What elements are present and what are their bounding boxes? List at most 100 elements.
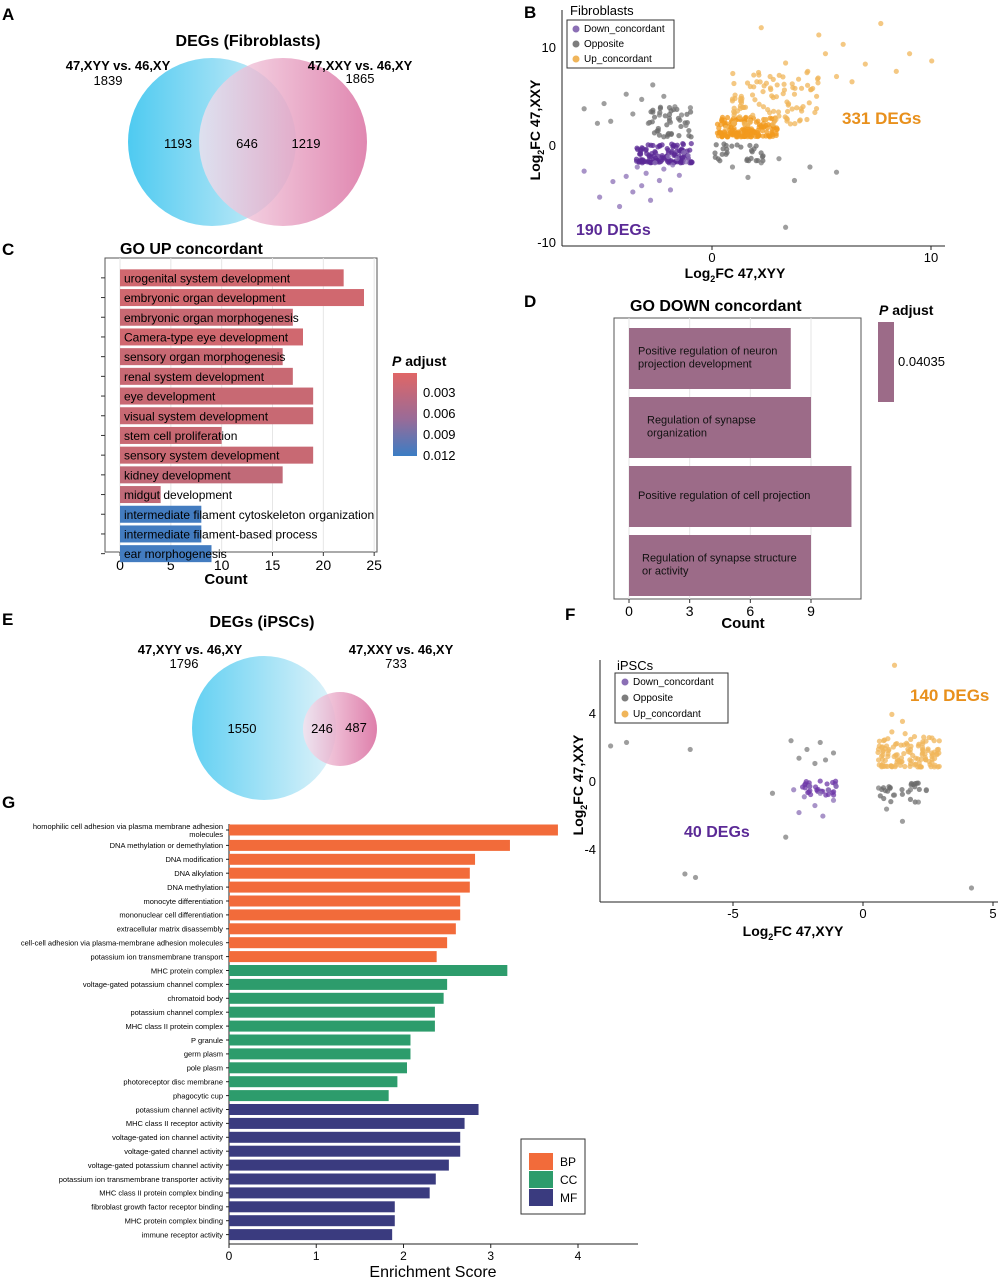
go-up-bar-label: ear morphogenesis [124, 547, 227, 561]
scatter-point [652, 160, 658, 166]
scatter-point [780, 91, 786, 97]
go-up-legend-title: P adjust [392, 353, 447, 369]
scatter-point [916, 786, 922, 793]
scatter-point [731, 80, 737, 87]
scatter-point [655, 125, 661, 132]
enrichment-legend-cc: CC [560, 1173, 578, 1187]
scatter-b-legend-opposite-swatch [572, 40, 580, 48]
scatter-point [650, 107, 656, 113]
scatter-point [878, 20, 884, 27]
scatter-point [770, 121, 776, 127]
scatter-b-legend-up-swatch [572, 55, 580, 63]
scatter-point [662, 113, 668, 119]
scatter-point [681, 149, 687, 156]
scatter-point [639, 96, 645, 103]
scatter-point [608, 743, 614, 749]
scatter-point [633, 158, 640, 164]
scatter-point [926, 734, 932, 741]
enrichment-legend-bp: BP [560, 1155, 576, 1169]
scatter-point [767, 85, 774, 91]
go-up-bar [120, 269, 344, 287]
go-down-title: GO DOWN concordant [630, 298, 802, 315]
enrichment-bar-label: voltage-gated potassium channel activity [88, 1161, 223, 1170]
scatter-point [885, 736, 891, 742]
scatter-point [648, 142, 654, 148]
scatter-point [738, 93, 744, 99]
scatter-point [688, 158, 694, 165]
scatter-point [908, 736, 914, 742]
enrichment-bar [229, 1090, 389, 1102]
go-up-bar-label: sensory organ morphogenesis [124, 350, 285, 364]
scatter-point [931, 764, 938, 770]
scatter-b-xlabel: Log2FC 47,XYY [685, 265, 786, 284]
scatter-point [764, 129, 770, 135]
scatter-point [678, 160, 684, 166]
scatter-point [747, 118, 753, 124]
scatter-point [670, 162, 676, 168]
scatter-point [773, 125, 780, 131]
scatter-point [729, 143, 735, 149]
scatter-point [833, 169, 840, 175]
scatter-point [775, 109, 782, 115]
scatter-point [823, 792, 829, 798]
scatter-point [912, 762, 918, 768]
scatter-point [875, 749, 881, 756]
scatter-b-ytick-label-minus10: -10 [537, 235, 556, 250]
scatter-point [929, 58, 935, 64]
scatter-point [666, 130, 672, 137]
go-up-bar-label: eye development [124, 390, 216, 404]
scatter-point [747, 142, 753, 149]
venn-a-title: DEGs (Fibroblasts) [176, 33, 321, 50]
scatter-point [738, 144, 744, 150]
enrichment-bar [229, 881, 470, 893]
scatter-point [712, 154, 718, 160]
scatter-f-xtick-label-0: 0 [859, 906, 866, 921]
scatter-b-legend-title: Fibroblasts [570, 3, 634, 18]
scatter-point [880, 761, 886, 767]
enrichment-bar-label: DNA alkylation [174, 869, 223, 878]
scatter-point [813, 105, 820, 112]
scatter-point [683, 122, 689, 129]
enrichment-bar-label: mononuclear cell differentiation [119, 911, 223, 920]
scatter-point [907, 787, 914, 793]
scatter-point [680, 141, 687, 148]
scatter-point [899, 787, 905, 793]
go-up-bar-label: renal system development [124, 370, 265, 384]
scatter-point [792, 85, 798, 91]
scatter-point [623, 173, 629, 179]
go-up-colorbar-tick-2: 0.006 [423, 406, 456, 421]
scatter-point [667, 119, 674, 125]
scatter-point [804, 116, 810, 123]
scatter-point [815, 80, 821, 86]
scatter-point [720, 146, 726, 152]
scatter-point [894, 752, 900, 758]
venn-a-right-only: 1219 [292, 136, 321, 151]
scatter-point [796, 755, 802, 761]
scatter-point [918, 756, 924, 762]
scatter-point [769, 790, 776, 796]
scatter-point [730, 70, 736, 77]
enrichment-bar [229, 923, 456, 935]
scatter-point [623, 739, 630, 746]
scatter-point [678, 112, 685, 118]
scatter-point [901, 750, 907, 757]
scatter-point [888, 799, 894, 805]
scatter-point [825, 787, 831, 793]
scatter-point [899, 718, 906, 724]
go-up-bar [120, 505, 202, 523]
enrichment-bar-label: voltage-gated ion channel activity [112, 1133, 223, 1142]
enrichment-bar-label: voltage-gated channel activity [124, 1147, 223, 1156]
scatter-point [713, 142, 719, 148]
scatter-point [752, 97, 758, 103]
scatter-point [899, 818, 906, 824]
venn-a-right-label: 47,XXY vs. 46,XY [308, 58, 413, 73]
scatter-point [661, 134, 667, 140]
scatter-point [791, 177, 798, 184]
scatter-point [637, 157, 644, 163]
scatter-point [639, 183, 645, 189]
scatter-point [787, 121, 794, 127]
scatter-point [816, 32, 822, 38]
go-up-colorbar-tick-4: 0.012 [423, 448, 456, 463]
scatter-point [767, 73, 773, 80]
